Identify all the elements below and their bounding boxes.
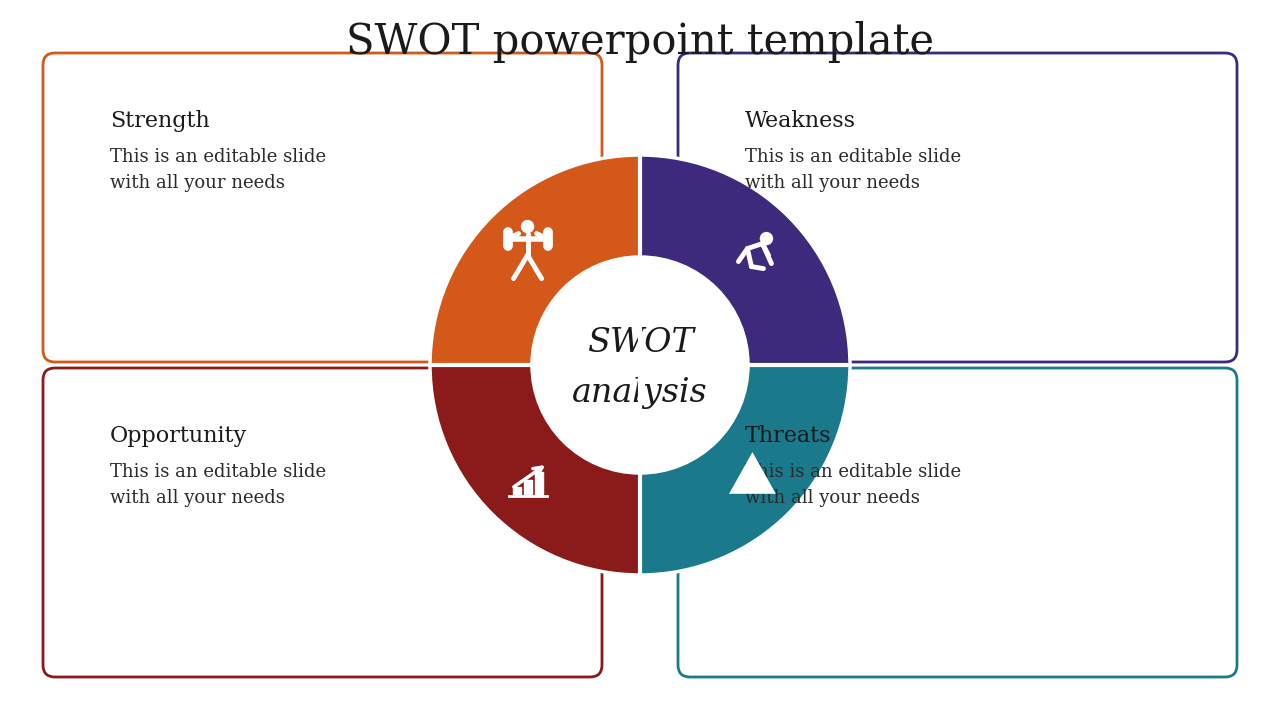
FancyBboxPatch shape (678, 368, 1236, 677)
Bar (535, 472, 543, 496)
Circle shape (760, 233, 772, 245)
Text: SWOT: SWOT (586, 327, 694, 359)
Wedge shape (430, 365, 640, 575)
Wedge shape (430, 155, 640, 365)
Circle shape (750, 482, 754, 485)
Polygon shape (731, 455, 773, 492)
Text: Threats: Threats (745, 425, 832, 447)
Text: This is an editable slide
with all your needs: This is an editable slide with all your … (745, 463, 961, 508)
FancyBboxPatch shape (678, 53, 1236, 362)
Circle shape (532, 257, 748, 473)
FancyBboxPatch shape (44, 53, 602, 362)
FancyBboxPatch shape (44, 368, 602, 677)
Circle shape (521, 220, 534, 233)
Wedge shape (640, 365, 850, 575)
Text: SWOT powerpoint template: SWOT powerpoint template (346, 21, 934, 63)
Text: Weakness: Weakness (745, 110, 856, 132)
Text: analysis: analysis (572, 377, 708, 409)
Bar (524, 480, 531, 496)
Text: This is an editable slide
with all your needs: This is an editable slide with all your … (110, 463, 326, 508)
Text: This is an editable slide
with all your needs: This is an editable slide with all your … (745, 148, 961, 192)
Bar (512, 487, 521, 496)
Text: Opportunity: Opportunity (110, 425, 247, 447)
Wedge shape (640, 155, 850, 365)
Polygon shape (737, 462, 768, 487)
Text: This is an editable slide
with all your needs: This is an editable slide with all your … (110, 148, 326, 192)
Text: Strength: Strength (110, 110, 210, 132)
